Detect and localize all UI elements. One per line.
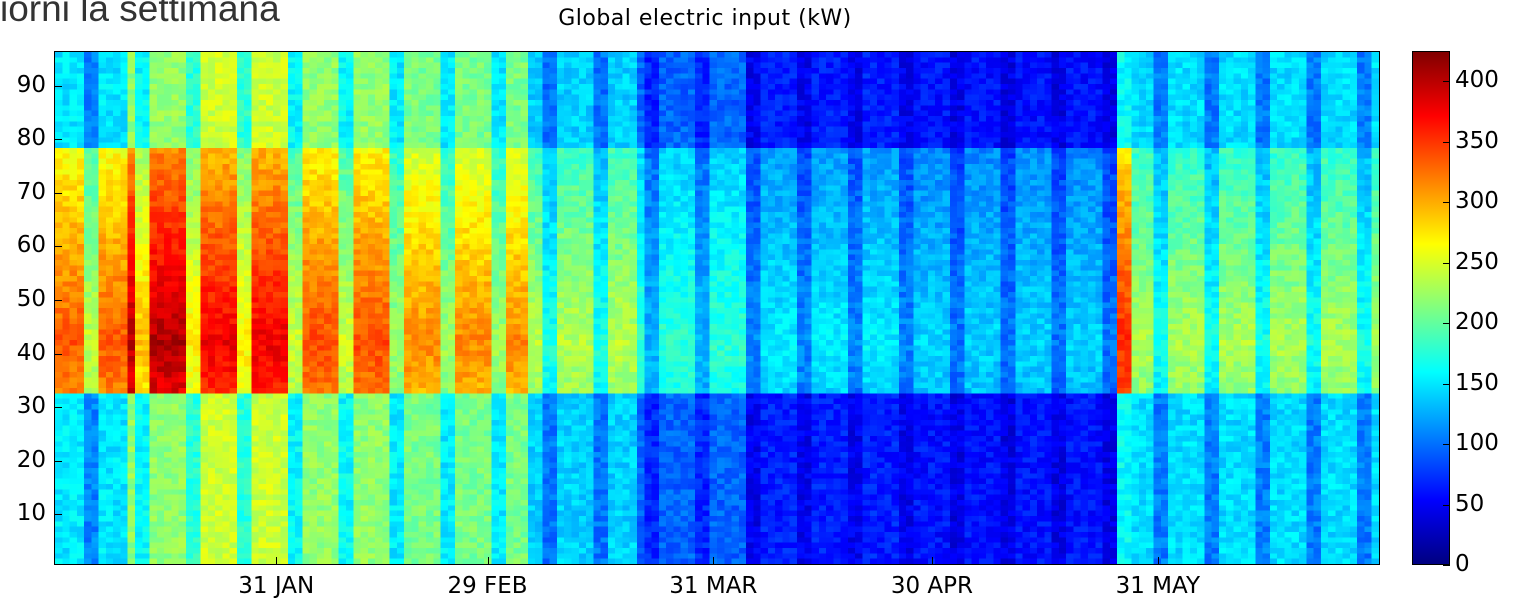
y-tick-mark [54, 514, 62, 516]
y-tick-mark [54, 192, 62, 194]
x-tick-mark [276, 557, 278, 565]
x-tick-mark [1157, 557, 1159, 565]
colorbar-tick-mark [1443, 565, 1450, 566]
x-tick-label: 29 FEB [447, 573, 528, 599]
colorbar-tick-mark [1443, 262, 1450, 264]
y-tick-label: 90 [16, 71, 46, 98]
y-tick-mark [54, 460, 62, 462]
colorbar-tick-mark [1443, 323, 1450, 325]
y-tick-label: 50 [16, 285, 46, 312]
colorbar-tick-label: 250 [1455, 248, 1499, 275]
colorbar-tick-label: 400 [1455, 67, 1499, 94]
y-tick-mark [54, 246, 62, 248]
y-tick-label: 70 [16, 178, 46, 205]
colorbar-tick-mark [1443, 444, 1450, 446]
y-tick-label: 40 [16, 339, 46, 366]
y-tick-label: 80 [16, 125, 46, 152]
colorbar-tick-label: 200 [1455, 309, 1499, 336]
chart-title: Global electric input (kW) [558, 6, 852, 31]
x-tick-mark [931, 557, 933, 565]
x-tick-label: 31 MAR [669, 573, 758, 599]
colorbar-tick-label: 100 [1455, 430, 1499, 457]
x-tick-mark [487, 557, 489, 565]
x-tick-label: 31 MAY [1115, 573, 1200, 599]
heatmap-cells [55, 52, 1379, 564]
colorbar-tick-mark [1443, 504, 1450, 506]
y-tick-label: 30 [16, 393, 46, 420]
colorbar-tick-label: 300 [1455, 188, 1499, 215]
slide-heading: iorni la settimana [0, 0, 280, 29]
y-tick-mark [54, 85, 62, 87]
colorbar-tick-label: 0 [1455, 551, 1470, 577]
colorbar-tick-label: 150 [1455, 369, 1499, 396]
y-tick-label: 60 [16, 232, 46, 259]
heatmap-plot-area [54, 51, 1380, 565]
y-tick-mark [54, 139, 62, 141]
colorbar-tick-label: 50 [1455, 490, 1485, 517]
colorbar-tick-mark [1443, 202, 1450, 204]
y-tick-label: 10 [16, 500, 46, 527]
x-tick-mark [713, 557, 715, 565]
y-tick-label: 20 [16, 446, 46, 473]
colorbar-tick-mark [1443, 383, 1450, 385]
colorbar-tick-mark [1443, 141, 1450, 143]
colorbar-tick-mark [1443, 81, 1450, 83]
y-tick-mark [54, 407, 62, 409]
y-tick-mark [54, 299, 62, 301]
colorbar [1412, 51, 1450, 565]
colorbar-tick-label: 350 [1455, 127, 1499, 154]
y-tick-mark [54, 353, 62, 355]
x-tick-label: 30 APR [890, 573, 974, 599]
x-tick-label: 31 JAN [238, 573, 315, 599]
